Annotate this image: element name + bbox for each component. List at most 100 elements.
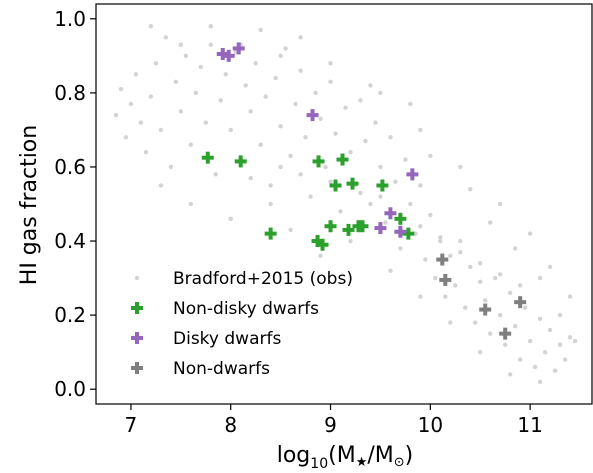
legend-plus-marker [131,362,143,374]
background-points [113,24,578,384]
obs-point [338,209,343,214]
obs-point [298,68,303,73]
obs-point [453,283,458,288]
obs-point [388,268,393,273]
series-1-marker [316,238,329,251]
series-1-marker [356,220,369,233]
legend-label: Non-dwarfs [173,359,270,379]
obs-point [203,120,208,125]
obs-point [393,179,398,184]
obs-point [328,79,333,84]
obs-point [148,94,154,99]
obs-point [163,35,169,40]
obs-point [158,127,164,133]
obs-point [507,290,513,296]
obs-point [418,183,423,188]
obs-point [468,264,473,270]
obs-point [418,224,423,229]
series-2-marker [306,109,319,122]
series-2-marker [394,225,407,238]
series-2-marker [406,168,419,181]
obs-point [293,101,298,107]
obs-point [173,79,179,84]
obs-point [248,109,253,114]
obs-point [288,227,293,233]
obs-point [258,27,263,33]
series-3-marker [514,296,527,309]
obs-point [458,249,463,255]
obs-point [428,153,433,159]
sample-markers [201,42,527,340]
obs-point [198,64,203,70]
obs-point [228,216,233,222]
series-2-marker [374,222,387,235]
obs-point [488,331,493,336]
y-tick-label: 0.2 [54,303,86,327]
obs-point [537,316,543,322]
obs-point [248,175,253,181]
obs-point [308,194,313,199]
obs-point [458,164,463,170]
x-axis-ticks: 7 8 9 10 11 [125,404,543,437]
series-1-marker [394,212,407,225]
obs-point [363,138,368,144]
obs-point [448,253,453,259]
legend-label: Disky dwarfs [173,329,281,349]
obs-point [278,164,283,170]
obs-point [552,368,558,373]
obs-point [547,327,553,333]
obs-point [178,109,184,114]
obs-point [468,186,473,192]
obs-point [348,238,353,244]
obs-point [318,253,323,259]
series-2-marker [384,207,397,220]
obs-point [418,127,423,133]
series-1-marker [342,223,355,236]
series-1-marker [234,155,247,168]
obs-point [567,294,573,299]
obs-point [258,142,263,147]
obs-point [448,320,453,325]
legend-label: Non-disky dwarfs [173,299,319,319]
x-tick-label: 10 [418,413,443,437]
obs-point [557,312,563,318]
obs-point [133,72,139,77]
obs-point [188,201,194,207]
obs-point [512,246,518,251]
obs-point [298,35,303,40]
obs-point [517,357,523,362]
obs-point [497,201,503,207]
obs-point [138,120,144,125]
x-tick-label: 9 [324,413,337,437]
series-1-marker [336,153,349,166]
obs-point [223,72,228,77]
series-1-marker [201,151,214,164]
obs-point [283,46,288,51]
obs-point [443,294,448,299]
obs-point [488,220,493,225]
obs-point [562,357,568,362]
obs-point [208,42,213,47]
obs-point [547,264,553,270]
obs-point [492,275,498,281]
obs-point [403,157,408,162]
obs-point [368,201,373,207]
obs-point [188,142,194,147]
legend-dot-marker [134,275,140,281]
x-tick-label: 11 [517,413,542,437]
obs-point [183,53,189,59]
legend: Bradford+2015 (obs) Non-disky dwarfs Disky… [131,269,353,379]
obs-point [323,164,328,170]
obs-point [438,238,443,244]
plot-frame [95,3,593,405]
y-axis-ticks: 0.0 0.2 0.4 0.6 0.8 1.0 [54,7,96,401]
obs-point [243,83,248,88]
series-2-marker [232,42,245,55]
obs-point [408,101,413,107]
obs-point [522,305,528,310]
obs-point [273,75,278,81]
obs-point [303,135,308,140]
y-tick-label: 0.8 [54,81,86,105]
obs-point [118,86,124,92]
x-tick-label: 8 [224,413,237,437]
